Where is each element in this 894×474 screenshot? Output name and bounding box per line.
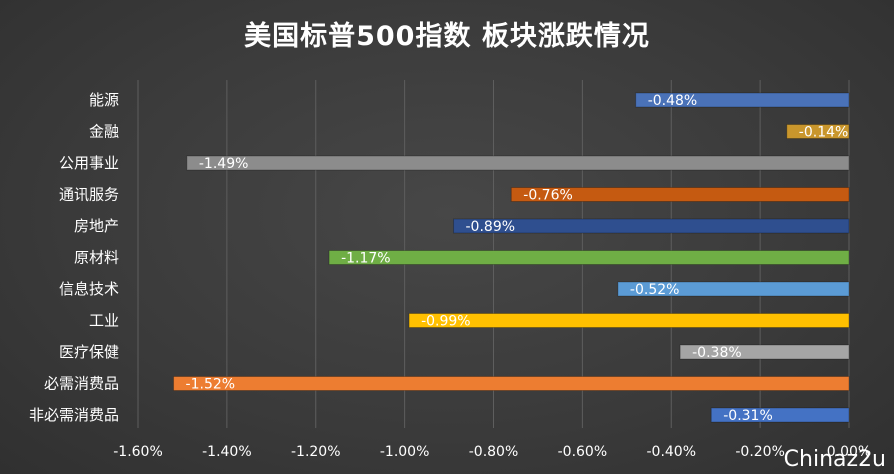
x-tick-label: -0.20% [735,444,785,460]
category-label: 金融 [89,123,119,141]
data-label: -1.49% [199,156,249,172]
bar [635,92,850,108]
x-tick-label: -0.40% [646,444,696,460]
data-label: -1.52% [186,377,236,393]
category-label: 非必需消费品 [29,406,119,424]
category-label: 能源 [89,91,119,109]
data-label: -0.76% [523,188,573,204]
bar [679,344,850,360]
data-label: -0.89% [466,219,516,235]
data-label: -1.17% [341,251,391,267]
bar [408,313,850,328]
x-tick-label: -1.00% [380,444,430,460]
category-label: 信息技术 [59,280,119,298]
category-label: 工业 [89,312,119,330]
bar [510,187,850,202]
chart-title: 美国标普500指数 板块涨跌情况 [244,21,650,52]
data-label: -0.52% [630,282,680,298]
category-label: 房地产 [74,217,119,235]
x-tick-label: -1.60% [113,444,163,460]
data-label: -0.14% [799,125,849,141]
x-tick-label: 0.00% [827,444,871,460]
bar [453,218,850,234]
x-tick-label: -0.60% [558,444,608,460]
category-label: 必需消费品 [44,375,119,393]
bar [173,376,850,391]
category-label: 原材料 [74,249,119,267]
watermark: Chinaz2u [783,447,886,472]
category-label: 通讯服务 [59,186,119,204]
x-tick-label: -0.80% [469,444,519,460]
x-tick-label: -1.20% [291,444,341,460]
bar [617,281,850,297]
category-label: 公用事业 [59,154,119,172]
bar [786,124,850,139]
bar [710,407,850,423]
bar [186,155,850,171]
data-label: -0.38% [692,345,742,361]
data-label: -0.99% [421,314,471,330]
category-label: 医疗保健 [59,343,119,361]
x-tick-label: -1.40% [202,444,252,460]
data-label: -0.48% [648,93,698,109]
data-label: -0.31% [723,408,773,424]
bar [328,250,850,265]
